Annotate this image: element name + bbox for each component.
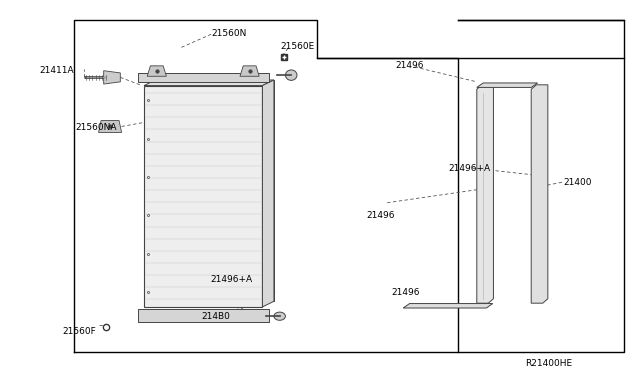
Bar <box>138 309 269 322</box>
Polygon shape <box>477 85 493 303</box>
Polygon shape <box>99 121 122 132</box>
Polygon shape <box>144 80 274 86</box>
Text: 21560NA: 21560NA <box>76 123 117 132</box>
Text: 21496: 21496 <box>366 211 395 220</box>
Text: 21496+A: 21496+A <box>210 275 252 284</box>
Text: 21560E: 21560E <box>280 42 315 51</box>
Text: 21560F: 21560F <box>63 327 97 336</box>
Ellipse shape <box>285 70 297 80</box>
Text: R21400HE: R21400HE <box>525 359 572 368</box>
Polygon shape <box>104 71 120 84</box>
Polygon shape <box>477 83 538 87</box>
Polygon shape <box>240 66 259 76</box>
Polygon shape <box>403 304 493 308</box>
Text: 21560N: 21560N <box>211 29 246 38</box>
Text: 21496: 21496 <box>396 61 424 70</box>
Ellipse shape <box>274 312 285 320</box>
Polygon shape <box>147 66 166 76</box>
Polygon shape <box>262 80 274 307</box>
Bar <box>144 86 262 307</box>
Bar <box>156 80 274 301</box>
Text: 21411A: 21411A <box>40 66 74 75</box>
Text: 21496: 21496 <box>392 288 420 296</box>
Polygon shape <box>531 85 548 303</box>
Text: 21496+A: 21496+A <box>448 164 490 173</box>
Text: 21400: 21400 <box>563 178 592 187</box>
Bar <box>138 73 269 82</box>
Text: 214B0: 214B0 <box>202 312 230 321</box>
